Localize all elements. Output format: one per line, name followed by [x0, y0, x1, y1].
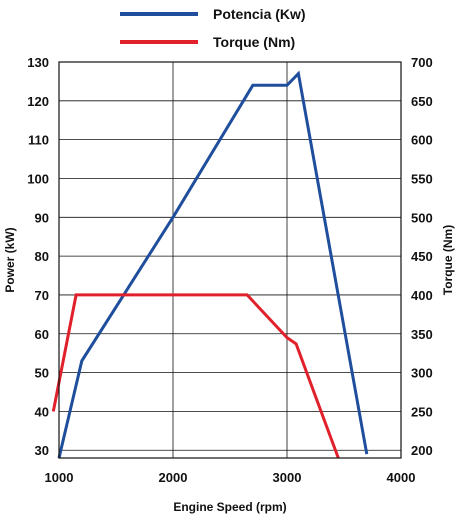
y-right-tick-label: 300	[411, 366, 433, 381]
y-left-tick-label: 110	[28, 133, 49, 148]
y-right-tick-label: 600	[411, 133, 433, 148]
y-right-tick-label: 400	[411, 288, 433, 303]
x-tick-label: 3000	[273, 470, 302, 485]
y-axis-right-label: Torque (Nm)	[441, 225, 455, 295]
y-left-tick-label: 40	[35, 404, 49, 419]
y-right-tick-label: 500	[411, 210, 433, 225]
y-right-tick-label: 200	[411, 443, 433, 458]
x-tick-label: 1000	[45, 470, 74, 485]
y-left-tick-label: 70	[35, 288, 49, 303]
y-left-tick-label: 30	[35, 443, 49, 458]
power-series-line	[57, 70, 369, 459]
plot-frame	[58, 61, 402, 459]
legend-label-torque: Torque (Nm)	[213, 34, 295, 50]
y-right-tick-label: 450	[411, 249, 433, 264]
y-right-tick-label: 350	[411, 327, 433, 342]
y-left-tick-label: 100	[27, 171, 49, 186]
y-right-tick-label: 650	[411, 94, 433, 109]
torque-series-line	[51, 293, 340, 459]
legend-label-power: Potencia (Kw)	[213, 6, 306, 22]
x-tick-label: 4000	[387, 470, 416, 485]
tick-labels: 30 40 50 60 70 80 90 100 110 120 130 200 250 300 350 40…	[27, 55, 432, 485]
y-right-tick-label: 550	[411, 171, 433, 186]
y-left-tick-label: 120	[27, 94, 49, 109]
y-right-tick-label: 250	[411, 404, 433, 419]
x-tick-label: 2000	[159, 470, 188, 485]
legend: Potencia (Kw) Torque (Nm)	[120, 6, 306, 50]
y-left-tick-label: 80	[35, 249, 49, 264]
y-right-tick-label: 700	[411, 55, 433, 70]
y-left-tick-label: 90	[35, 210, 49, 225]
y-left-tick-label: 60	[35, 327, 49, 342]
y-axis-left-label: Power (kW)	[3, 227, 17, 292]
y-left-tick-label: 130	[27, 55, 49, 70]
y-left-tick-label: 50	[35, 366, 49, 381]
x-axis-label: Engine Speed (rpm)	[173, 500, 286, 514]
series-lines	[51, 70, 369, 459]
